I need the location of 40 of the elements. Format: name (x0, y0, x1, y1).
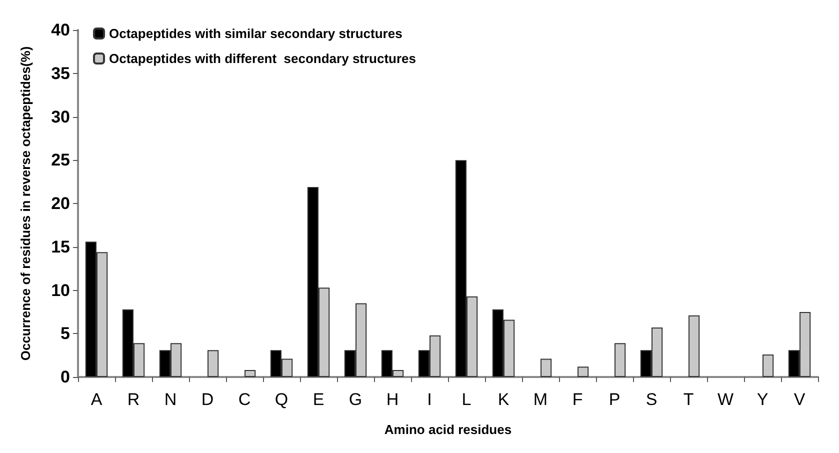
x-tick-label: E (312, 390, 324, 409)
x-tick-label: D (201, 390, 214, 409)
legend-label: Octapeptides with similar secondary structures (109, 26, 402, 41)
bar (578, 366, 589, 377)
bar (688, 315, 700, 377)
bar (762, 354, 774, 377)
x-tick-label: T (683, 390, 694, 409)
x-tick-label: C (238, 390, 251, 409)
bar (614, 343, 626, 377)
y-tick-label: 5 (60, 324, 70, 344)
x-tick-label: P (608, 390, 620, 409)
bar (540, 358, 552, 377)
y-tick-label: 10 (51, 280, 70, 300)
x-tick-label: Y (756, 390, 768, 409)
bar (208, 350, 219, 377)
y-tick-label: 0 (60, 368, 70, 386)
x-tick-label: L (462, 390, 472, 409)
x-tick-label: I (427, 390, 432, 409)
y-tick-label: 15 (51, 237, 70, 256)
x-tick-label: F (572, 390, 583, 409)
y-tick-label: 30 (51, 107, 70, 126)
x-tick-label: R (127, 390, 140, 409)
legend-label: Octapeptides with different secondary structures (109, 51, 416, 66)
x-tick-label: A (90, 390, 103, 409)
y-tick-label: 25 (51, 150, 70, 170)
x-tick-label: Q (274, 390, 288, 409)
x-tick-label: S (646, 390, 658, 409)
x-tick-label: H (386, 390, 399, 409)
x-tick-label: G (348, 390, 362, 409)
x-tick-label: M (533, 390, 548, 409)
x-tick-label: V (794, 390, 806, 409)
y-tick-label: 40 (51, 20, 70, 40)
bar (244, 370, 256, 377)
x-tick-label: N (164, 390, 177, 409)
x-tick-label: W (717, 390, 734, 409)
x-tick-label: K (498, 390, 510, 409)
y-axis-title: Occurrence of residues in reverse octapeptides(%) (18, 46, 33, 361)
y-tick-label: 35 (51, 64, 70, 83)
y-tick-label: 20 (51, 194, 70, 213)
x-axis-title: Amino acid residues (384, 422, 512, 437)
